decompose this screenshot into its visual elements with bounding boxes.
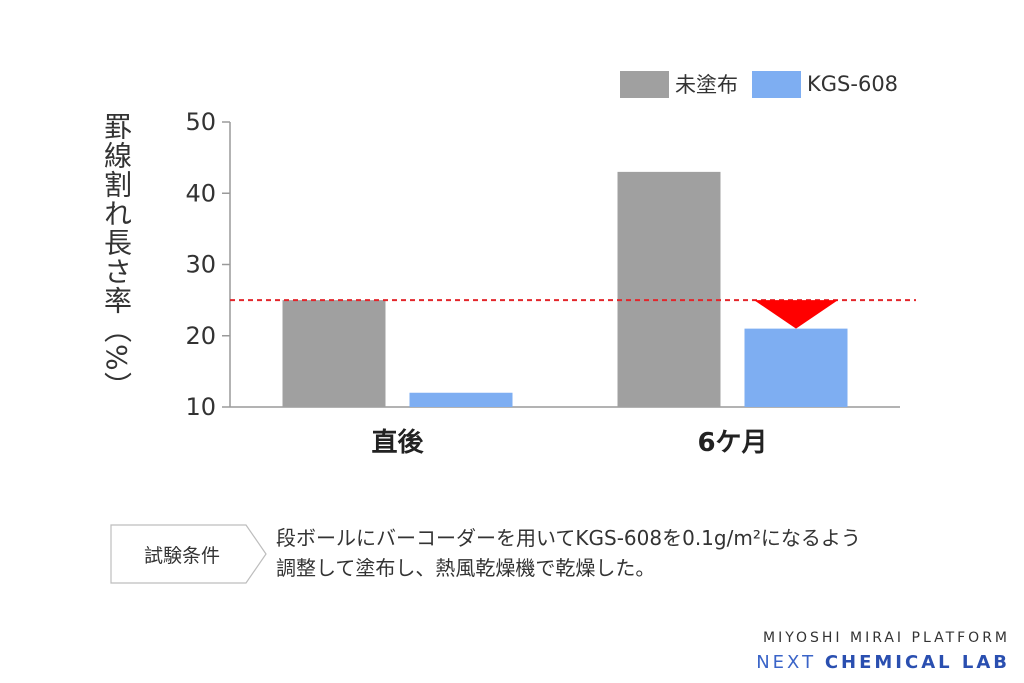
conditions-line-1: 段ボールにバーコーダーを用いてKGS-608を0.1g/m²になるよう [276,526,861,550]
legend-item-untreated: 未塗布 [620,69,738,99]
bar-chart: 10 20 30 40 50 直後 6ケ月 [185,108,916,458]
conditions-line-2: 調整して塗布し、熱風乾燥機で乾燥した。 [276,556,656,580]
legend-item-kgs608: KGS-608 [752,70,899,98]
chart-axes: 10 20 30 40 50 直後 6ケ月 [185,108,900,458]
bar [617,171,721,407]
conditions-text: 段ボールにバーコーダーを用いてKGS-608を0.1g/m²になるよう 調整して… [276,523,976,583]
brand-platform: MIYOSHI MIRAI PLATFORM [762,630,1010,646]
legend-label-kgs608: KGS-608 [807,72,899,96]
y-tick-label: 30 [185,251,216,279]
down-arrow-icon [754,300,838,329]
y-tick-label: 40 [185,179,216,207]
y-tick-label: 50 [185,108,216,136]
conditions-label: 試験条件 [143,544,220,567]
brand-next: NEXT [756,652,817,673]
y-axis-label: 罫線割れ長さ率（%） [100,112,133,401]
chart-bars [282,171,848,407]
legend-swatch-untreated [620,70,669,98]
bar [282,300,386,407]
brand-lab: NEXT CHEMICAL LAB [756,652,1010,673]
y-tick-label: 10 [185,393,216,421]
x-tick-label: 6ケ月 [697,428,767,458]
brand-chemical-lab: CHEMICAL LAB [824,652,1010,673]
chart-overlay [230,299,916,329]
conditions-tag: 試験条件 [110,524,268,584]
brand-logo: MIYOSHI MIRAI PLATFORM NEXT CHEMICAL LAB [756,630,1010,673]
y-tick-label: 20 [185,322,216,350]
bar [744,328,848,407]
x-tick-label: 直後 [371,427,424,458]
bar [409,392,513,407]
legend-label-untreated: 未塗布 [675,73,738,97]
legend: 未塗布 KGS-608 [620,69,912,99]
legend-swatch-kgs608 [752,70,801,98]
